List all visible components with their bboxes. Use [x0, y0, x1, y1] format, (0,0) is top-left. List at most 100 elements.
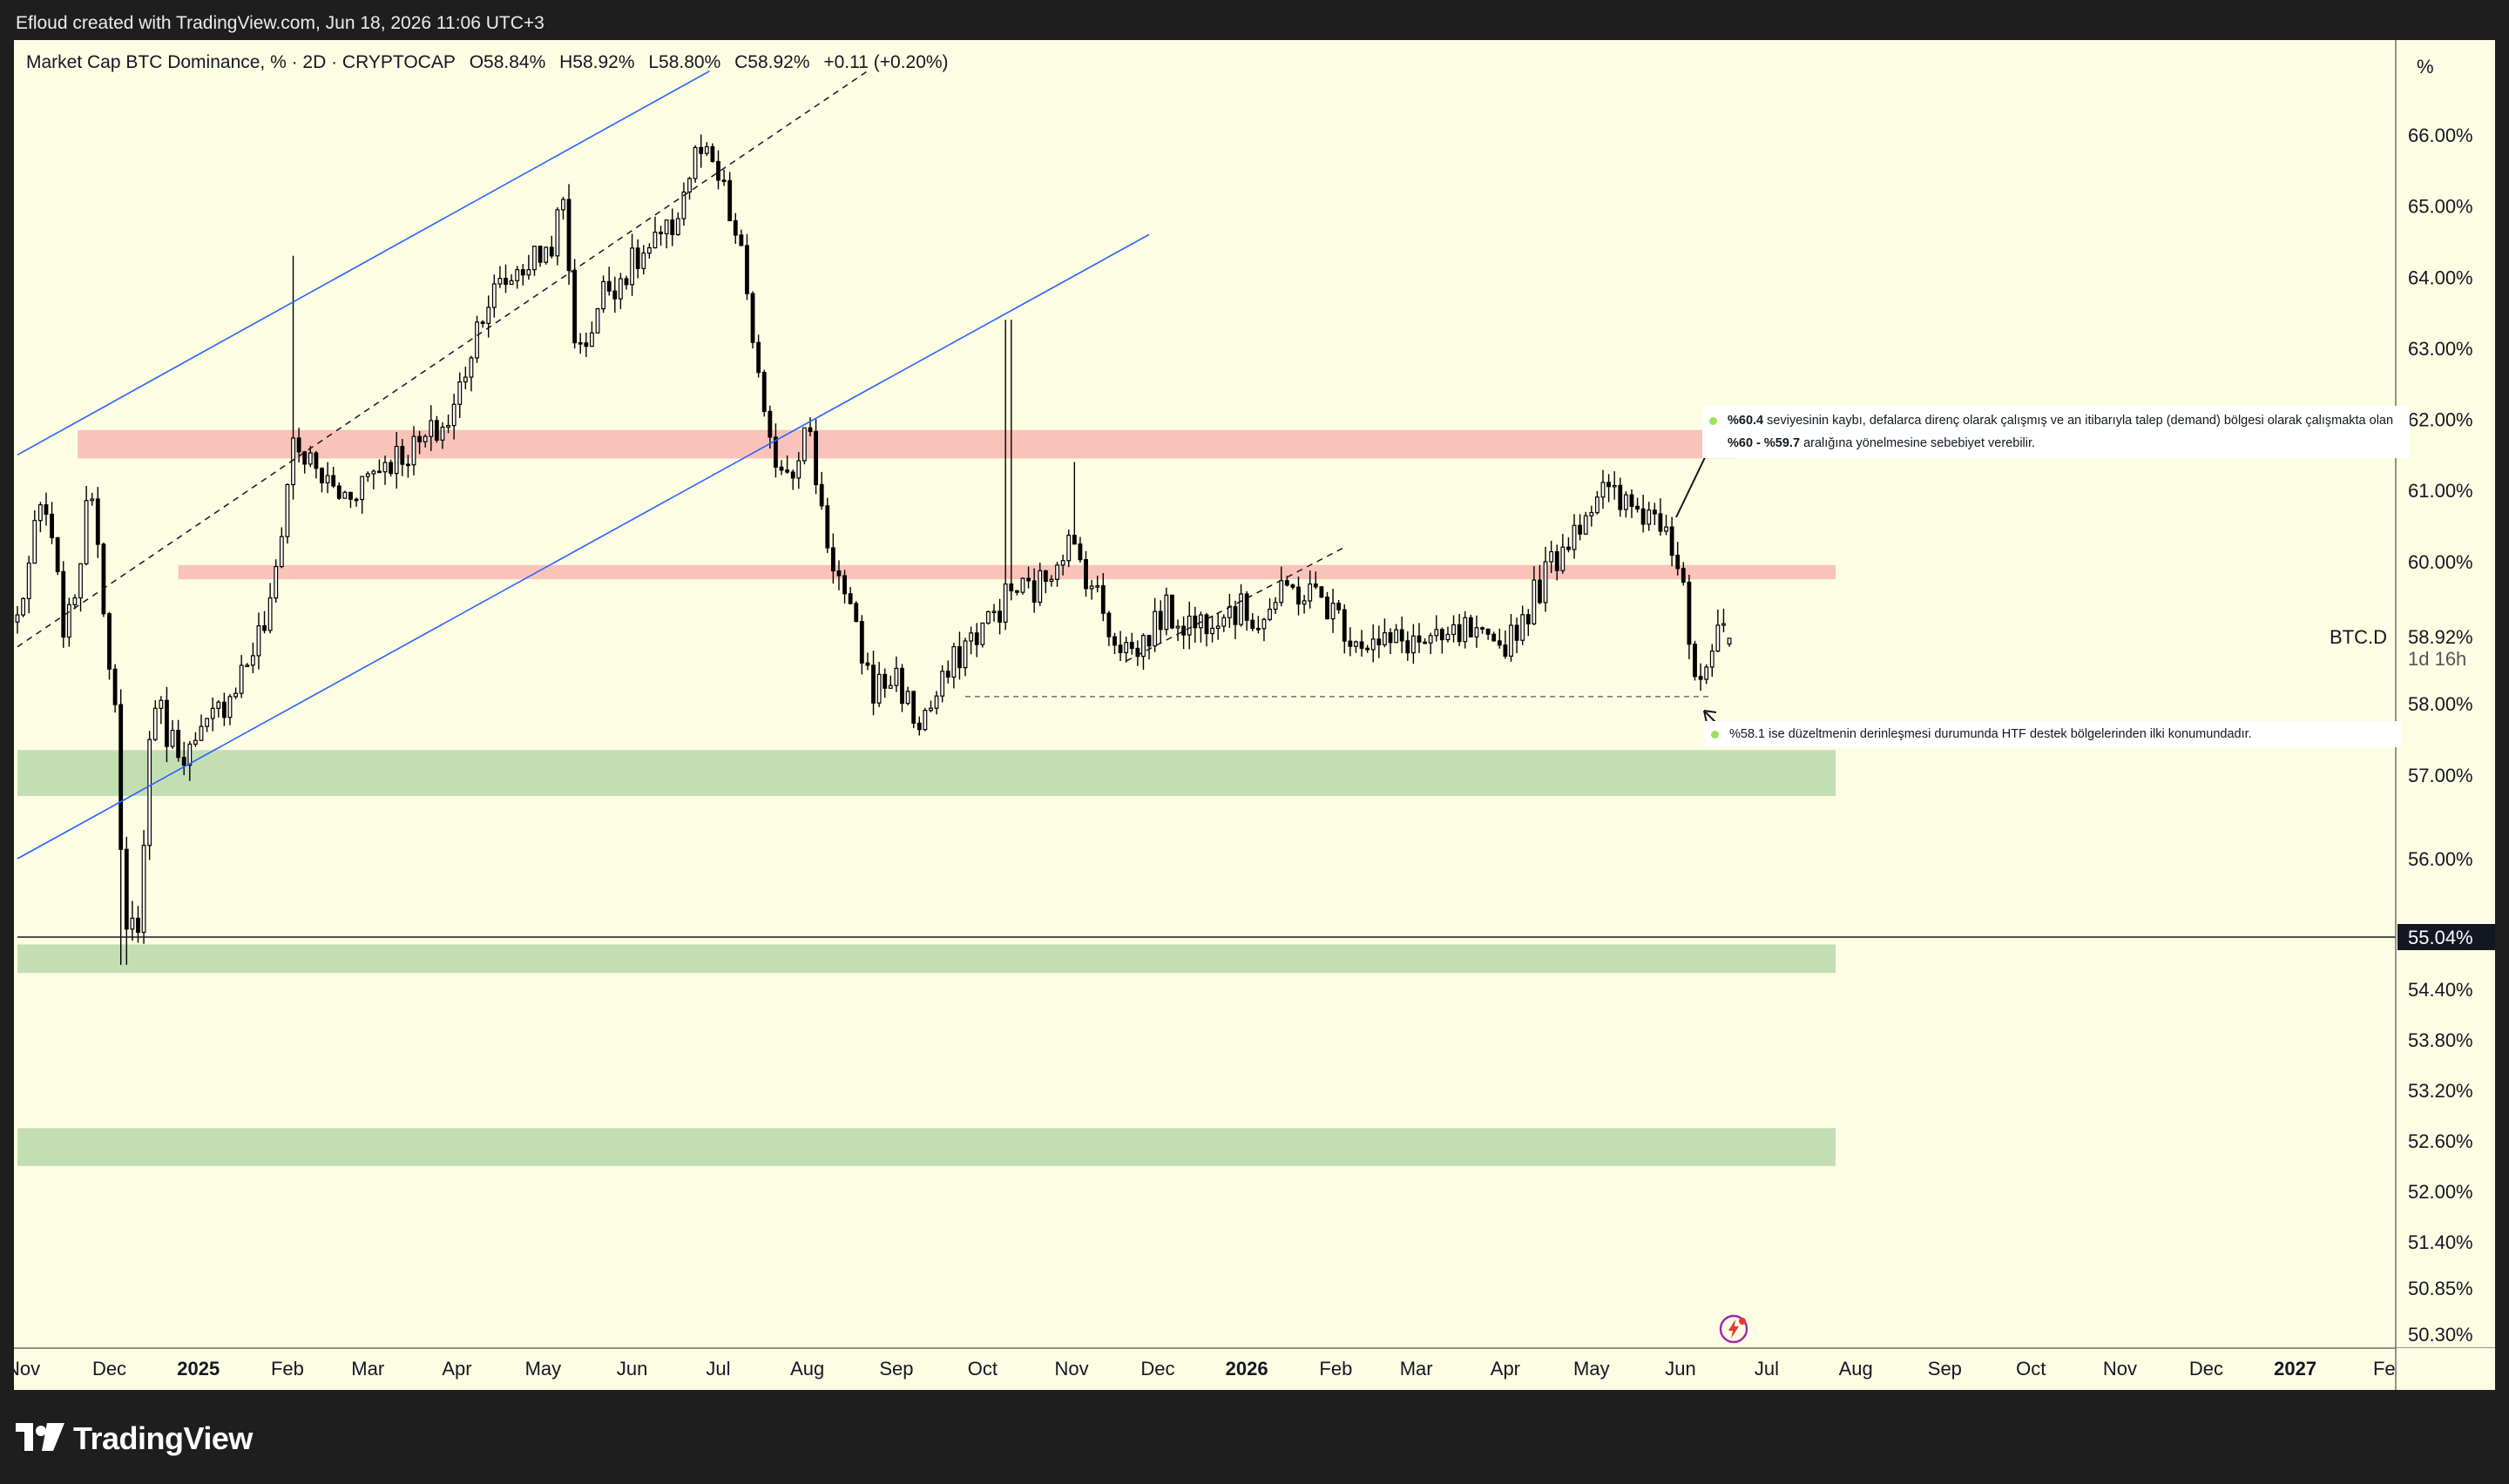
candle — [216, 700, 221, 718]
candle-body — [1709, 650, 1714, 668]
channel-line[interactable] — [17, 233, 1150, 860]
candle-body — [457, 381, 463, 405]
candle-body — [825, 505, 830, 549]
candle — [854, 601, 859, 623]
zone-layer — [17, 429, 1836, 1166]
candle-body — [1514, 624, 1519, 641]
candle-body — [1187, 615, 1192, 636]
candle — [1428, 632, 1433, 655]
candle-body — [227, 696, 233, 718]
candle-body — [848, 593, 853, 604]
time-tick-label: Oct — [2016, 1358, 2046, 1379]
channel-line[interactable] — [17, 70, 710, 456]
lightning-icon[interactable] — [1719, 1314, 1748, 1344]
candle-body — [911, 691, 916, 724]
candle — [1560, 534, 1566, 574]
candle-body — [1376, 638, 1382, 645]
candle — [756, 334, 761, 378]
candle — [130, 901, 135, 941]
candle-body — [405, 463, 410, 467]
candle-body — [653, 232, 658, 249]
candle — [801, 427, 807, 465]
candle — [1383, 618, 1387, 648]
price-tick-label: 57.00% — [2408, 765, 2473, 786]
candle — [141, 830, 146, 944]
candle-body — [659, 232, 663, 235]
candle — [1399, 617, 1404, 653]
candle — [170, 719, 175, 749]
candle-body — [382, 462, 388, 473]
candle-body — [986, 610, 991, 624]
candle-body — [491, 283, 497, 308]
candle — [1273, 597, 1278, 614]
candle — [1589, 505, 1594, 527]
note-bullet-icon — [1711, 730, 1719, 739]
time-tick-label: Jul — [706, 1358, 730, 1379]
candle — [1600, 469, 1606, 509]
tradingview-brand[interactable]: TradingView — [16, 1418, 253, 1460]
candle — [1370, 624, 1376, 663]
candle-body — [532, 246, 537, 271]
candle — [256, 612, 261, 670]
symbol-legend[interactable]: Market Cap BTC Dominance, % · 2D · CRYPT… — [26, 52, 957, 73]
candle-body — [549, 246, 554, 257]
candle-body — [1693, 644, 1697, 678]
candle — [774, 423, 778, 478]
candle — [1583, 511, 1588, 536]
price-chart[interactable]: % 66.00% 65.00% 64.00% 63.00% 62.00% 61.00% 60.… — [14, 40, 2495, 1390]
resistance-zone — [78, 429, 1735, 459]
candle-body — [1594, 496, 1599, 514]
candle-body — [1383, 631, 1387, 645]
time-tick-label: Jun — [1665, 1358, 1695, 1379]
candle — [785, 455, 790, 475]
time-axis[interactable]: Nov Dec 2025 Feb Mar Apr May Jun Jul Aug Sep Oct Nov… — [14, 1347, 2495, 1390]
candle-body — [687, 178, 692, 193]
candle-body — [819, 483, 824, 507]
candle — [463, 366, 468, 389]
legend-symbol[interactable]: Market Cap BTC Dominance, % · 2D · CRYPT… — [26, 52, 456, 72]
candle-body — [1095, 585, 1100, 588]
candle-body — [555, 209, 560, 257]
candle-body — [814, 430, 819, 486]
candle — [1640, 495, 1646, 533]
time-tick-label: Oct — [968, 1358, 998, 1379]
candle-body — [250, 655, 255, 666]
candle — [693, 145, 698, 183]
candle — [382, 455, 388, 485]
candle — [814, 419, 819, 495]
time-tick-label: Mar — [1400, 1358, 1433, 1379]
candle-body — [1003, 583, 1008, 623]
candle-body — [871, 664, 876, 704]
candle-body — [90, 498, 95, 502]
channel-midline[interactable] — [17, 70, 869, 648]
price-scale[interactable]: % 66.00% 65.00% 64.00% 63.00% 62.00% 61.00% 60.… — [2330, 40, 2495, 1390]
candle-body — [572, 269, 578, 344]
candle — [532, 246, 537, 276]
note-support[interactable]: %58.1 ise düzeltmenin derinleşmesi durum… — [1704, 721, 2401, 747]
note-bottom-text: %58.1 ise düzeltmenin derinleşmesi durum… — [1729, 727, 2252, 741]
candle — [1118, 631, 1123, 661]
support-zone — [17, 944, 1836, 974]
candle-body — [141, 845, 146, 934]
candle-body — [1354, 641, 1358, 647]
candle-body — [670, 219, 675, 236]
time-tick-label: 2025 — [177, 1358, 220, 1379]
candle-body — [1388, 631, 1393, 644]
candle-body — [411, 435, 416, 466]
candle-body — [136, 917, 140, 934]
chart-frame[interactable]: % 66.00% 65.00% 64.00% 63.00% 62.00% 61.00% 60.… — [14, 40, 2495, 1390]
candle-body — [774, 436, 778, 468]
time-tick-label: Sep — [1928, 1358, 1962, 1379]
candle-body — [635, 247, 640, 269]
candle — [612, 276, 618, 314]
candle — [336, 482, 342, 500]
candle-body — [1118, 644, 1123, 654]
candle-body — [1365, 647, 1370, 651]
candle — [1227, 593, 1232, 628]
candle-body — [400, 446, 405, 465]
candle-body — [1687, 581, 1692, 645]
candle-body — [1308, 583, 1313, 602]
channel-midline[interactable] — [1126, 546, 1345, 662]
candle-body — [1520, 614, 1525, 641]
note-resistance[interactable]: %60.4 seviyesinin kaybı, defalarca diren… — [1702, 406, 2410, 458]
